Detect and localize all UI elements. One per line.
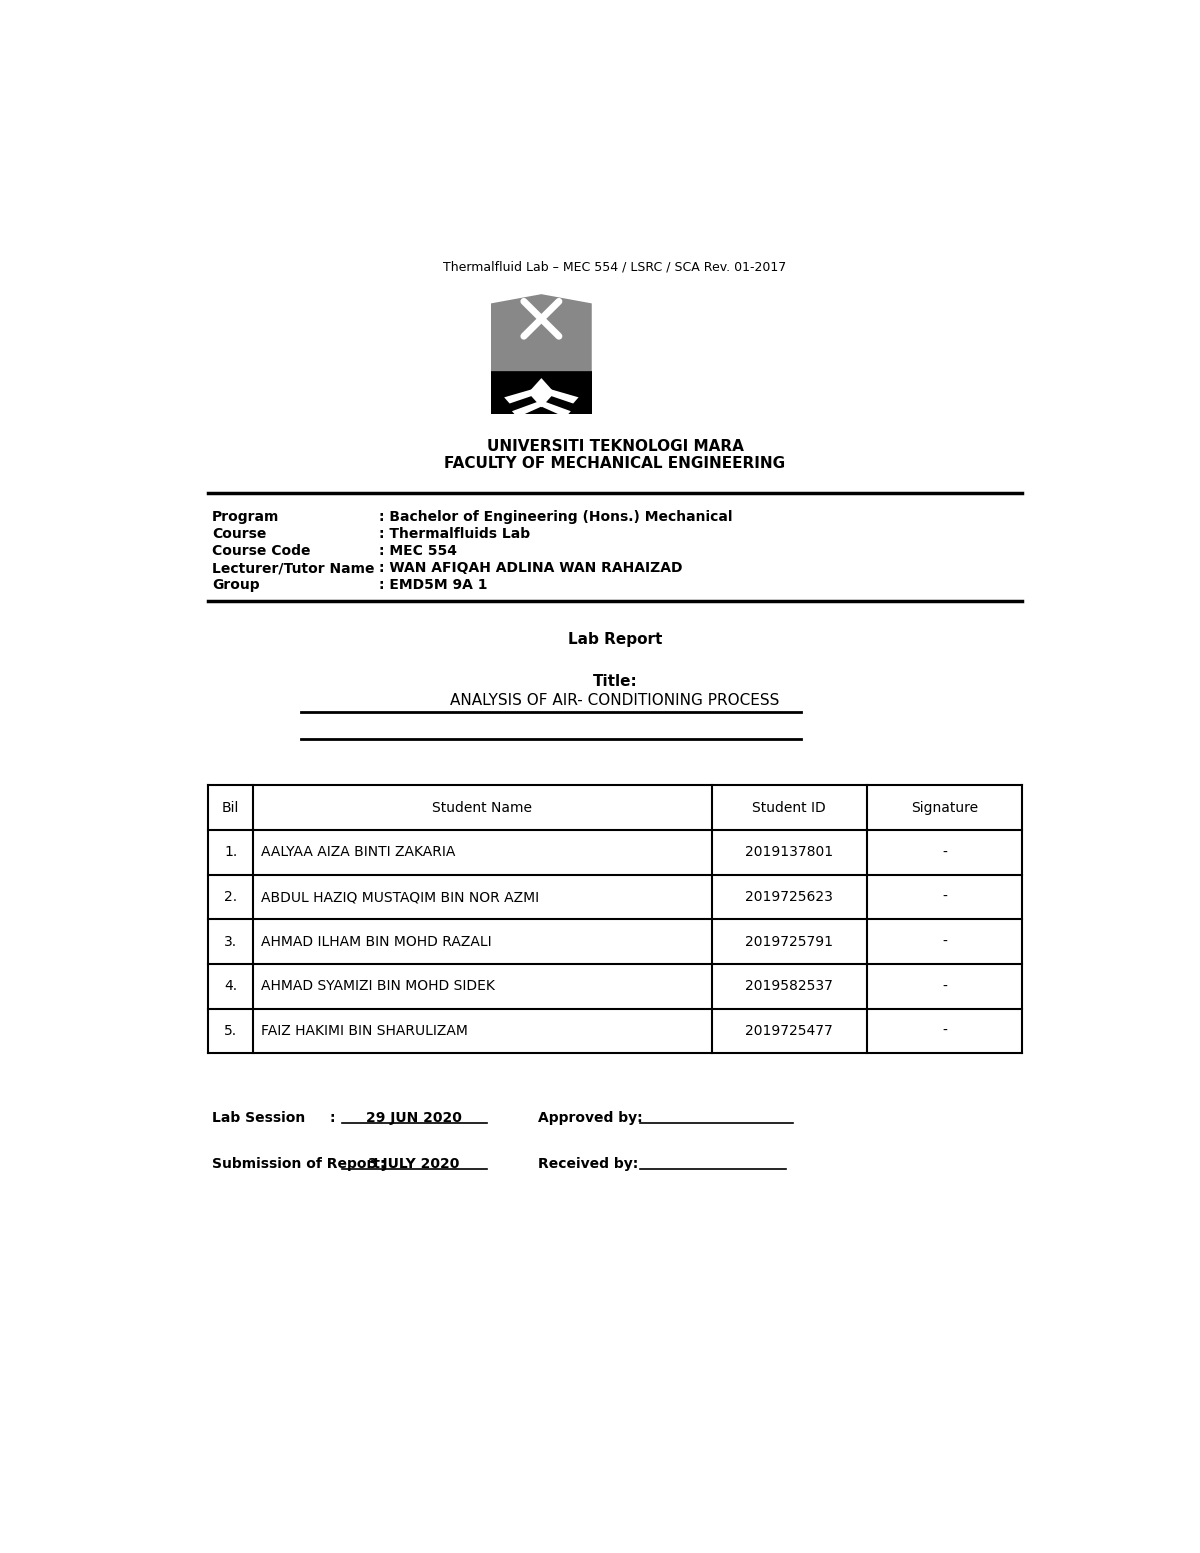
Text: 3.: 3.: [224, 935, 238, 949]
Text: -: -: [942, 890, 947, 904]
Text: Student Name: Student Name: [432, 801, 533, 815]
Text: FACULTY OF MECHANICAL ENGINEERING: FACULTY OF MECHANICAL ENGINEERING: [444, 457, 786, 471]
Text: Course: Course: [212, 528, 266, 542]
Text: Lab Session: Lab Session: [212, 1110, 305, 1124]
Text: -: -: [942, 1023, 947, 1037]
Text: 2019725623: 2019725623: [745, 890, 833, 904]
Text: Thermalfluid Lab – MEC 554 / LSRC / SCA Rev. 01-2017: Thermalfluid Lab – MEC 554 / LSRC / SCA …: [443, 261, 787, 273]
Text: 2019725477: 2019725477: [745, 1023, 833, 1037]
Text: : Bachelor of Engineering (Hons.) Mechanical: : Bachelor of Engineering (Hons.) Mechan…: [379, 511, 732, 525]
Text: Lecturer/Tutor Name: Lecturer/Tutor Name: [212, 561, 374, 575]
Text: : EMD5M 9A 1: : EMD5M 9A 1: [379, 578, 487, 592]
Text: FAIZ HAKIMI BIN SHARULIZAM: FAIZ HAKIMI BIN SHARULIZAM: [260, 1023, 468, 1037]
Polygon shape: [491, 294, 592, 371]
Text: 2019582537: 2019582537: [745, 980, 833, 994]
Text: Received by:: Received by:: [538, 1157, 637, 1171]
Polygon shape: [512, 401, 571, 418]
Polygon shape: [504, 387, 578, 404]
Text: Course Code: Course Code: [212, 545, 311, 559]
Bar: [491, 371, 592, 413]
Text: Approved by:: Approved by:: [538, 1110, 642, 1124]
Polygon shape: [528, 377, 554, 407]
Text: 2.: 2.: [224, 890, 238, 904]
Text: Student ID: Student ID: [752, 801, 827, 815]
Text: Group: Group: [212, 578, 259, 592]
Text: : WAN AFIQAH ADLINA WAN RAHAIZAD: : WAN AFIQAH ADLINA WAN RAHAIZAD: [379, 561, 682, 575]
Text: ANALYSIS OF AIR- CONDITIONING PROCESS: ANALYSIS OF AIR- CONDITIONING PROCESS: [450, 693, 780, 708]
Text: Submission of Report:: Submission of Report:: [212, 1157, 385, 1171]
Text: 29 JUN 2020: 29 JUN 2020: [366, 1110, 462, 1124]
Text: ABDUL HAZIQ MUSTAQIM BIN NOR AZMI: ABDUL HAZIQ MUSTAQIM BIN NOR AZMI: [260, 890, 539, 904]
Text: 2019137801: 2019137801: [745, 845, 834, 859]
Text: 2019725791: 2019725791: [745, 935, 833, 949]
Text: 3 JULY 2020: 3 JULY 2020: [368, 1157, 460, 1171]
Text: 5.: 5.: [224, 1023, 238, 1037]
Text: Lab Report: Lab Report: [568, 632, 662, 646]
Text: :: :: [330, 1110, 335, 1124]
Polygon shape: [520, 415, 563, 432]
Text: : Thermalfluids Lab: : Thermalfluids Lab: [379, 528, 529, 542]
Text: Title:: Title:: [593, 674, 637, 690]
Text: 4.: 4.: [224, 980, 238, 994]
Text: -: -: [942, 935, 947, 949]
Text: Bil: Bil: [222, 801, 239, 815]
Text: AHMAD SYAMIZI BIN MOHD SIDEK: AHMAD SYAMIZI BIN MOHD SIDEK: [260, 980, 494, 994]
Text: UNIVERSITI TEKNOLOGI MARA: UNIVERSITI TEKNOLOGI MARA: [486, 439, 744, 453]
Text: 1.: 1.: [224, 845, 238, 859]
Text: Signature: Signature: [911, 801, 978, 815]
Text: : MEC 554: : MEC 554: [379, 545, 457, 559]
Text: AALYAA AIZA BINTI ZAKARIA: AALYAA AIZA BINTI ZAKARIA: [260, 845, 455, 859]
Text: -: -: [942, 980, 947, 994]
Text: -: -: [942, 845, 947, 859]
Text: AHMAD ILHAM BIN MOHD RAZALI: AHMAD ILHAM BIN MOHD RAZALI: [260, 935, 492, 949]
Text: Program: Program: [212, 511, 280, 525]
